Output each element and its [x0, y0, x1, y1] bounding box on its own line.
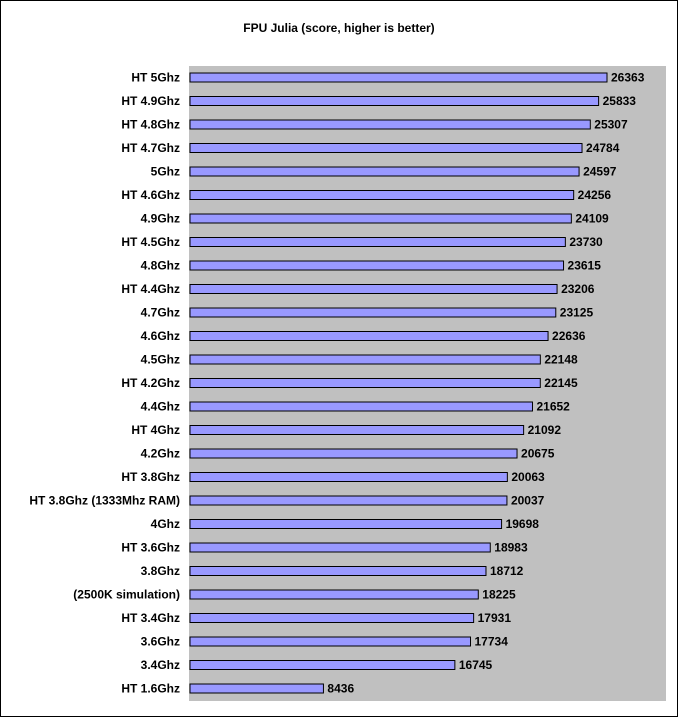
category-label: HT 4.9Ghz — [121, 94, 180, 108]
bar — [189, 331, 549, 341]
category-label: HT 4Ghz — [131, 423, 180, 437]
bar — [189, 354, 541, 365]
value-label: 18712 — [490, 564, 524, 578]
category-label: HT 4.6Ghz — [121, 188, 180, 202]
category-label: 3.6Ghz — [141, 635, 180, 649]
value-label: 24597 — [583, 165, 617, 179]
bar — [189, 448, 518, 459]
value-label: 24784 — [586, 141, 620, 155]
category-label: 5Ghz — [151, 165, 180, 179]
value-label: 21092 — [528, 423, 562, 437]
value-label: 18983 — [494, 541, 528, 555]
bar — [189, 237, 566, 247]
bar — [189, 613, 475, 623]
bar — [189, 143, 583, 153]
category-label: HT 3.4Ghz — [121, 611, 180, 625]
category-label: HT 3.8Ghz — [121, 470, 180, 484]
category-label: 4Ghz — [151, 517, 180, 531]
value-label: 25307 — [594, 118, 628, 132]
category-label: (2500K simulation) — [73, 588, 180, 602]
bar — [189, 472, 508, 482]
category-label: HT 3.6Ghz — [121, 541, 180, 555]
category-label: HT 5Ghz — [131, 71, 180, 85]
value-label: 20063 — [511, 470, 545, 484]
value-label: 23125 — [560, 306, 594, 320]
value-label: 22148 — [544, 353, 578, 367]
value-label: 17734 — [475, 635, 509, 649]
value-label: 23730 — [569, 235, 603, 249]
bar — [189, 213, 572, 224]
bar — [189, 284, 558, 294]
value-label: 18225 — [482, 588, 516, 602]
category-label: 4.5Ghz — [141, 353, 180, 367]
bar — [189, 260, 565, 271]
bar — [189, 119, 591, 130]
value-label: 17931 — [478, 611, 512, 625]
bar — [189, 683, 324, 694]
value-label: 22145 — [544, 376, 578, 390]
category-label: 4.2Ghz — [141, 447, 180, 461]
bars-group — [189, 72, 608, 694]
value-label: 24109 — [575, 212, 609, 226]
category-label: 4.7Ghz — [141, 306, 180, 320]
category-label: 3.4Ghz — [141, 658, 180, 672]
category-label: 3.8Ghz — [141, 564, 180, 578]
value-label: 16745 — [459, 658, 493, 672]
bar — [189, 307, 557, 318]
value-label: 20675 — [521, 447, 555, 461]
bar — [189, 401, 533, 412]
category-label: HT 3.8Ghz (1333Mhz RAM) — [29, 494, 180, 508]
value-label: 23615 — [568, 259, 602, 273]
bar — [189, 425, 525, 435]
bar — [189, 519, 503, 529]
value-label: 24256 — [578, 188, 612, 202]
category-label: 4.9Ghz — [141, 212, 180, 226]
value-label: 20037 — [511, 494, 545, 508]
category-label: HT 4.2Ghz — [121, 376, 180, 390]
bar — [189, 495, 508, 506]
category-label: HT 4.8Ghz — [121, 118, 180, 132]
value-label: 22636 — [552, 329, 586, 343]
value-label: 23206 — [561, 282, 595, 296]
bar — [189, 660, 456, 670]
category-label: HT 4.4Ghz — [121, 282, 180, 296]
labels-group: HT 5Ghz 26363 HT 4.9Ghz 25833 HT 4.8Ghz 25307… — [29, 71, 644, 696]
bar — [189, 166, 580, 177]
value-label: 26363 — [611, 71, 645, 85]
value-label: 25833 — [603, 94, 637, 108]
bar — [189, 96, 600, 106]
category-label: 4.4Ghz — [141, 400, 180, 414]
category-label: HT 4.5Ghz — [121, 235, 180, 249]
category-label: 4.6Ghz — [141, 329, 180, 343]
bar — [189, 636, 472, 647]
value-label: 19698 — [506, 517, 540, 531]
category-label: 4.8Ghz — [141, 259, 180, 273]
bar — [189, 566, 487, 576]
chart-title: FPU Julia (score, higher is better) — [243, 21, 435, 35]
bar — [189, 542, 491, 553]
category-label: HT 1.6Ghz — [121, 682, 180, 696]
category-label: HT 4.7Ghz — [121, 141, 180, 155]
bar — [189, 190, 575, 200]
bar — [189, 589, 479, 600]
bar — [189, 378, 541, 388]
value-label: 21652 — [536, 400, 570, 414]
bar — [189, 72, 608, 83]
value-label: 8436 — [327, 682, 354, 696]
